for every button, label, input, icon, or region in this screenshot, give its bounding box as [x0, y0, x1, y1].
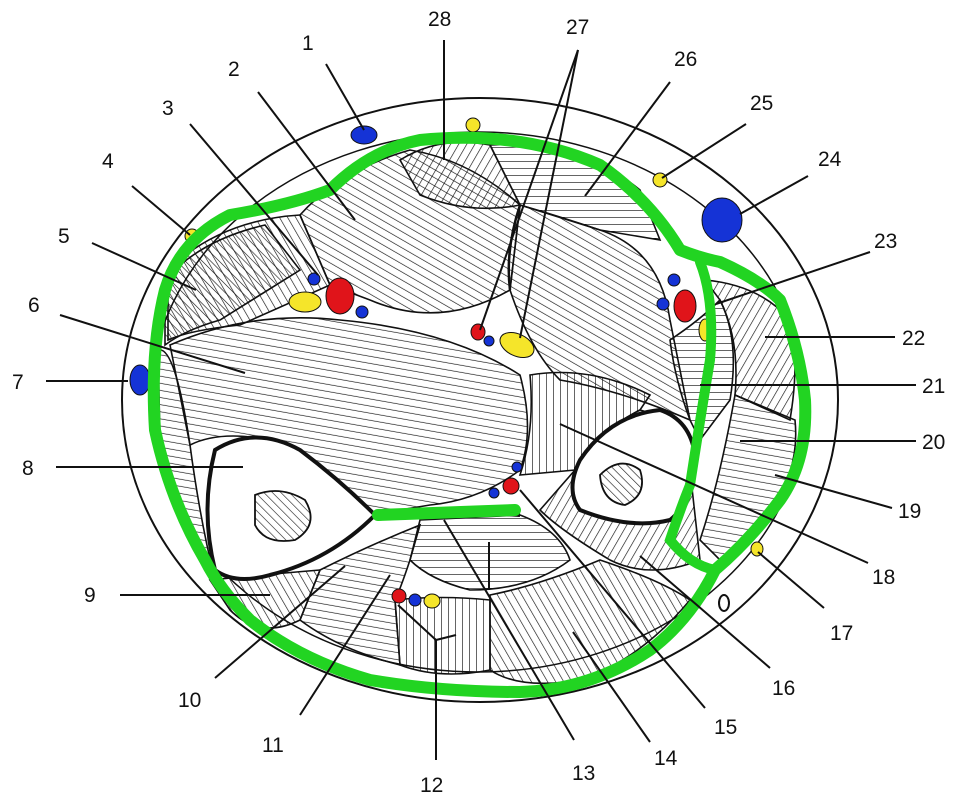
vein-7	[129, 364, 151, 396]
leader-27b	[519, 49, 579, 339]
vein-23a	[667, 273, 681, 287]
bone-8-marrow	[254, 490, 312, 542]
leader-19	[774, 474, 893, 509]
leader-6	[59, 314, 246, 374]
artery-15	[502, 477, 520, 495]
leader-2	[257, 91, 356, 221]
leader-18	[559, 423, 869, 564]
label-13: 13	[572, 762, 595, 785]
vein-12	[408, 593, 422, 607]
green-right-inner	[685, 257, 717, 490]
leader-24	[739, 175, 809, 215]
label-18: 18	[872, 566, 895, 589]
label-20: 20	[922, 431, 945, 454]
green-highlight-contour	[147, 131, 812, 698]
label-10: 10	[178, 689, 201, 712]
leader-25	[661, 123, 747, 179]
vein-24	[701, 197, 743, 243]
label-27: 27	[566, 16, 589, 39]
label-17: 17	[830, 622, 853, 645]
muscle-21	[669, 298, 735, 442]
vein-3b	[355, 305, 369, 319]
label-2: 2	[228, 58, 240, 81]
vein-3a	[307, 272, 321, 286]
nerve-12	[423, 593, 441, 609]
leader-3	[189, 123, 319, 276]
label-15: 15	[714, 716, 737, 739]
label-16: 16	[772, 677, 795, 700]
label-11: 11	[262, 734, 284, 757]
label-4: 4	[102, 150, 114, 173]
leader-11	[299, 574, 391, 716]
label-22: 22	[902, 327, 925, 350]
label-6: 6	[28, 294, 40, 317]
artery-3	[325, 277, 355, 315]
nerve-27	[499, 331, 535, 359]
leader-26	[584, 81, 671, 197]
septum-line-a	[507, 204, 522, 291]
small-hole	[718, 594, 730, 612]
label-8: 8	[22, 457, 34, 480]
nerve-3	[288, 291, 322, 313]
vein-23b	[656, 297, 670, 311]
label-12: 12	[420, 774, 443, 797]
muscle-12	[394, 596, 491, 675]
label-1: 1	[302, 32, 314, 55]
label-14: 14	[654, 747, 678, 770]
leader-12b	[435, 634, 457, 641]
label-5: 5	[58, 225, 70, 248]
leader-13	[443, 519, 575, 741]
leader-4	[131, 185, 191, 236]
green-right-notch	[664, 480, 720, 575]
vein-15a	[511, 461, 523, 473]
muscle-20	[699, 393, 797, 562]
leader-1	[325, 63, 365, 131]
artery-12	[391, 588, 407, 604]
label-3: 3	[162, 97, 174, 120]
artery-23	[673, 289, 697, 323]
label-19: 19	[898, 500, 921, 523]
label-25: 25	[750, 92, 773, 115]
label-26: 26	[674, 48, 697, 71]
bone-19-marrow	[599, 462, 643, 506]
label-21: 21	[922, 375, 945, 398]
vein-1	[350, 125, 378, 145]
muscle-5	[164, 224, 302, 347]
label-9: 9	[84, 584, 96, 607]
nerve-28	[465, 117, 481, 133]
label-28: 28	[428, 8, 451, 31]
artery-27	[470, 323, 486, 341]
leader-15	[519, 489, 706, 709]
green-interosseous	[372, 504, 521, 521]
vein-15b	[488, 487, 500, 499]
leader-16	[639, 555, 771, 669]
leader-23	[715, 251, 871, 305]
vein-27	[483, 335, 495, 347]
label-24: 24	[818, 148, 842, 171]
label-7: 7	[12, 371, 24, 394]
leader-17	[757, 551, 825, 609]
leader-14	[572, 631, 651, 743]
label-23: 23	[874, 230, 897, 253]
muscle-11	[299, 523, 422, 667]
leader-27a	[479, 49, 579, 331]
leader-5	[91, 242, 197, 291]
leader-10	[214, 565, 346, 679]
